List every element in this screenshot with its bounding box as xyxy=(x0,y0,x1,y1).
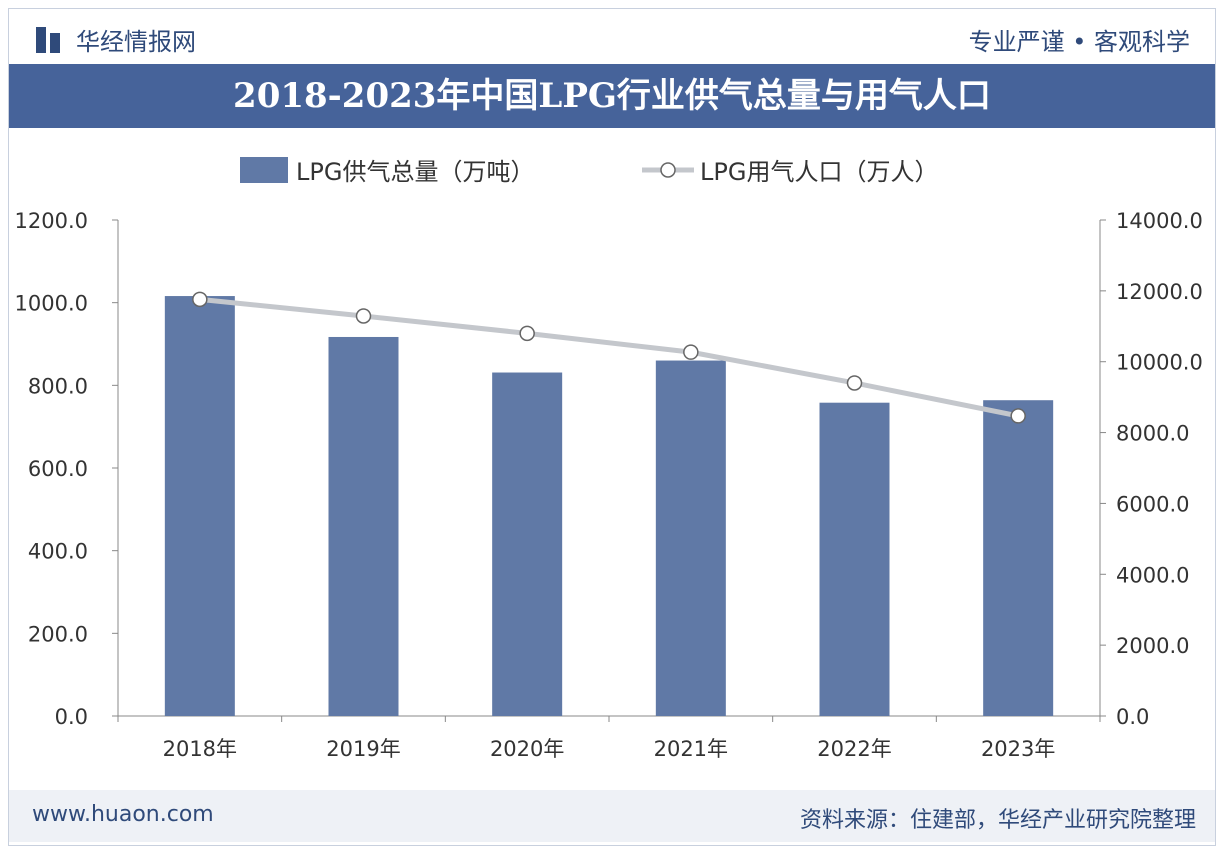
left-tick-label: 1000.0 xyxy=(15,292,88,316)
legend-line-label: LPG用气人口（万人） xyxy=(700,158,938,186)
right-tick-label: 10000.0 xyxy=(1116,351,1203,375)
right-tick-label: 0.0 xyxy=(1116,705,1149,729)
x-tick-label: 2020年 xyxy=(490,737,564,761)
left-tick-label: 600.0 xyxy=(28,457,88,481)
left-tick-label: 1200.0 xyxy=(15,209,88,233)
legend-bar-swatch xyxy=(240,157,288,183)
left-tick-label: 0.0 xyxy=(55,705,88,729)
slogan: 专业严谨 • 客观科学 xyxy=(968,28,1190,56)
legend-bar-label: LPG供气总量（万吨） xyxy=(296,158,534,186)
left-tick-label: 800.0 xyxy=(28,374,88,398)
x-tick-label: 2018年 xyxy=(163,737,237,761)
point-2021年 xyxy=(683,344,699,360)
point-2022年 xyxy=(846,375,863,391)
x-tick-label: 2023年 xyxy=(981,737,1055,761)
point-2018年 xyxy=(192,291,208,308)
x-tick-label: 2019年 xyxy=(326,737,400,761)
right-tick-label: 4000.0 xyxy=(1116,563,1189,587)
x-tick-label: 2022年 xyxy=(817,737,891,761)
bar-2023年 xyxy=(983,400,1054,716)
brand: 华经情报网 xyxy=(36,22,196,57)
right-tick-label: 14000.0 xyxy=(1116,209,1203,233)
x-tick-label: 2021年 xyxy=(654,737,728,761)
point-2020年 xyxy=(519,325,535,342)
legend-line-marker xyxy=(660,162,676,178)
source-note: 资料来源：住建部，华经产业研究院整理 xyxy=(799,808,1196,833)
right-tick-label: 6000.0 xyxy=(1116,492,1189,516)
website-link[interactable]: www.huaon.com xyxy=(32,802,214,827)
right-tick-label: 8000.0 xyxy=(1116,422,1189,446)
right-tick-label: 12000.0 xyxy=(1116,280,1203,304)
left-tick-label: 200.0 xyxy=(28,622,88,646)
right-tick-label: 2000.0 xyxy=(1116,634,1189,658)
brand-name: 华经情报网 xyxy=(76,28,196,56)
chart-title: 2018-2023年中国LPG行业供气总量与用气人口 xyxy=(8,64,1216,128)
bar-2022年 xyxy=(819,402,890,716)
point-2023年 xyxy=(1010,408,1026,424)
bar-2018年 xyxy=(164,296,235,716)
footer: www.huaon.com 资料来源：住建部，华经产业研究院整理 xyxy=(8,790,1216,842)
top-bar: 华经情报网 专业严谨 • 客观科学 xyxy=(0,0,1224,62)
logo-icon xyxy=(36,26,66,53)
left-tick-label: 400.0 xyxy=(28,540,88,564)
point-2019年 xyxy=(355,308,372,324)
population-line xyxy=(199,296,1019,419)
bar-2019年 xyxy=(328,336,399,716)
bar-2020年 xyxy=(492,372,563,716)
bar-2021年 xyxy=(655,360,726,716)
